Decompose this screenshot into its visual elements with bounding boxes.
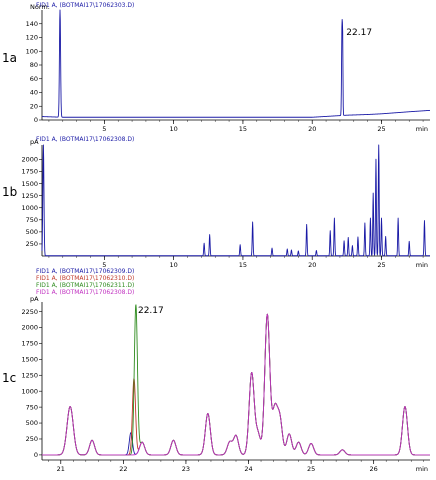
x-tick-label: 22 bbox=[119, 465, 127, 473]
y-tick-label: 0 bbox=[34, 451, 38, 459]
series-line bbox=[41, 313, 431, 456]
y-tick-label: 20 bbox=[30, 102, 38, 110]
x-tick-label: 26 bbox=[370, 465, 378, 473]
y-tick-label: 100 bbox=[26, 47, 38, 55]
y-tick-label: 2250 bbox=[21, 308, 38, 316]
x-tick-label: 15 bbox=[239, 125, 247, 133]
x-tick-label: 10 bbox=[170, 125, 178, 133]
peak-annotation: 22.17 bbox=[138, 306, 164, 316]
x-unit-label: min bbox=[416, 465, 428, 473]
x-tick-label: 15 bbox=[239, 261, 247, 269]
y-tick-label: 120 bbox=[26, 34, 38, 42]
x-tick-label: 20 bbox=[308, 261, 316, 269]
y-axis-label: Norm. bbox=[30, 3, 50, 11]
y-axis-label: pA bbox=[30, 138, 39, 146]
peak-annotation: 22.17 bbox=[346, 28, 372, 38]
series-line bbox=[41, 304, 431, 456]
x-tick-label: 23 bbox=[182, 465, 190, 473]
y-tick-label: 250 bbox=[26, 435, 38, 443]
legend-entry: FID1 A, (BOTMAI17\17062308.D) bbox=[36, 136, 134, 143]
y-tick-label: 80 bbox=[30, 61, 38, 69]
y-tick-label: 2000 bbox=[21, 324, 38, 332]
y-tick-label: 40 bbox=[30, 89, 38, 97]
y-tick-label: 500 bbox=[26, 228, 38, 236]
x-tick-label: 5 bbox=[102, 261, 106, 269]
x-tick-label: 25 bbox=[377, 261, 385, 269]
y-tick-label: 2000 bbox=[21, 156, 38, 164]
x-tick-label: 10 bbox=[170, 261, 178, 269]
y-tick-label: 750 bbox=[26, 216, 38, 224]
y-axis-label: pA bbox=[30, 295, 39, 303]
y-tick-label: 1250 bbox=[21, 371, 38, 379]
chart-panel-1c: FID1 A, (BOTMAI17\17062309.D)FID1 A, (BO… bbox=[2, 268, 431, 473]
y-tick-label: 750 bbox=[26, 403, 38, 411]
x-tick-label: 20 bbox=[308, 125, 316, 133]
y-tick-label: 250 bbox=[26, 240, 38, 248]
y-tick-label: 500 bbox=[26, 419, 38, 427]
y-tick-label: 1250 bbox=[21, 192, 38, 200]
series-line bbox=[41, 9, 431, 118]
x-tick-label: 5 bbox=[102, 125, 106, 133]
legend-entry: FID1 A, (BOTMAI17\17062310.D) bbox=[36, 275, 134, 282]
y-tick-label: 0 bbox=[34, 116, 38, 124]
chart-panel-1a: FID1 A, (BOTMAI17\17062303.D) 1a Norm. 0 20 4… bbox=[2, 2, 431, 133]
series-line bbox=[41, 313, 431, 456]
y-tick-label: 1000 bbox=[21, 204, 38, 212]
series-line bbox=[41, 313, 431, 456]
y-tick-label: 1750 bbox=[21, 340, 38, 348]
panel-label: 1c bbox=[2, 371, 16, 385]
legend-entry: FID1 A, (BOTMAI17\17062311.D) bbox=[36, 282, 134, 289]
x-tick-label: 21 bbox=[57, 465, 65, 473]
x-unit-label: min bbox=[416, 125, 428, 133]
x-unit-label: min bbox=[416, 261, 428, 269]
y-tick-label: 1000 bbox=[21, 387, 38, 395]
legend-entry: FID1 A, (BOTMAI17\17062308.D) bbox=[36, 289, 134, 296]
panel-label: 1b bbox=[2, 185, 17, 199]
x-tick-label: 25 bbox=[377, 125, 385, 133]
y-tick-label: 1500 bbox=[21, 356, 38, 364]
y-tick-label: 60 bbox=[30, 75, 38, 83]
y-tick-label: 140 bbox=[26, 20, 38, 28]
x-tick-label: 25 bbox=[307, 465, 315, 473]
y-tick-label: 1500 bbox=[21, 180, 38, 188]
legend-entry: FID1 A, (BOTMAI17\17062309.D) bbox=[36, 268, 134, 275]
series-line bbox=[41, 144, 431, 257]
y-tick-label: 1750 bbox=[21, 168, 38, 176]
legend-entry: FID1 A, (BOTMAI17\17062303.D) bbox=[36, 2, 134, 9]
panel-label: 1a bbox=[2, 51, 17, 65]
x-tick-label: 24 bbox=[244, 465, 252, 473]
chart-panel-1b: FID1 A, (BOTMAI17\17062308.D) 1b pA 250 500 7… bbox=[2, 136, 431, 269]
